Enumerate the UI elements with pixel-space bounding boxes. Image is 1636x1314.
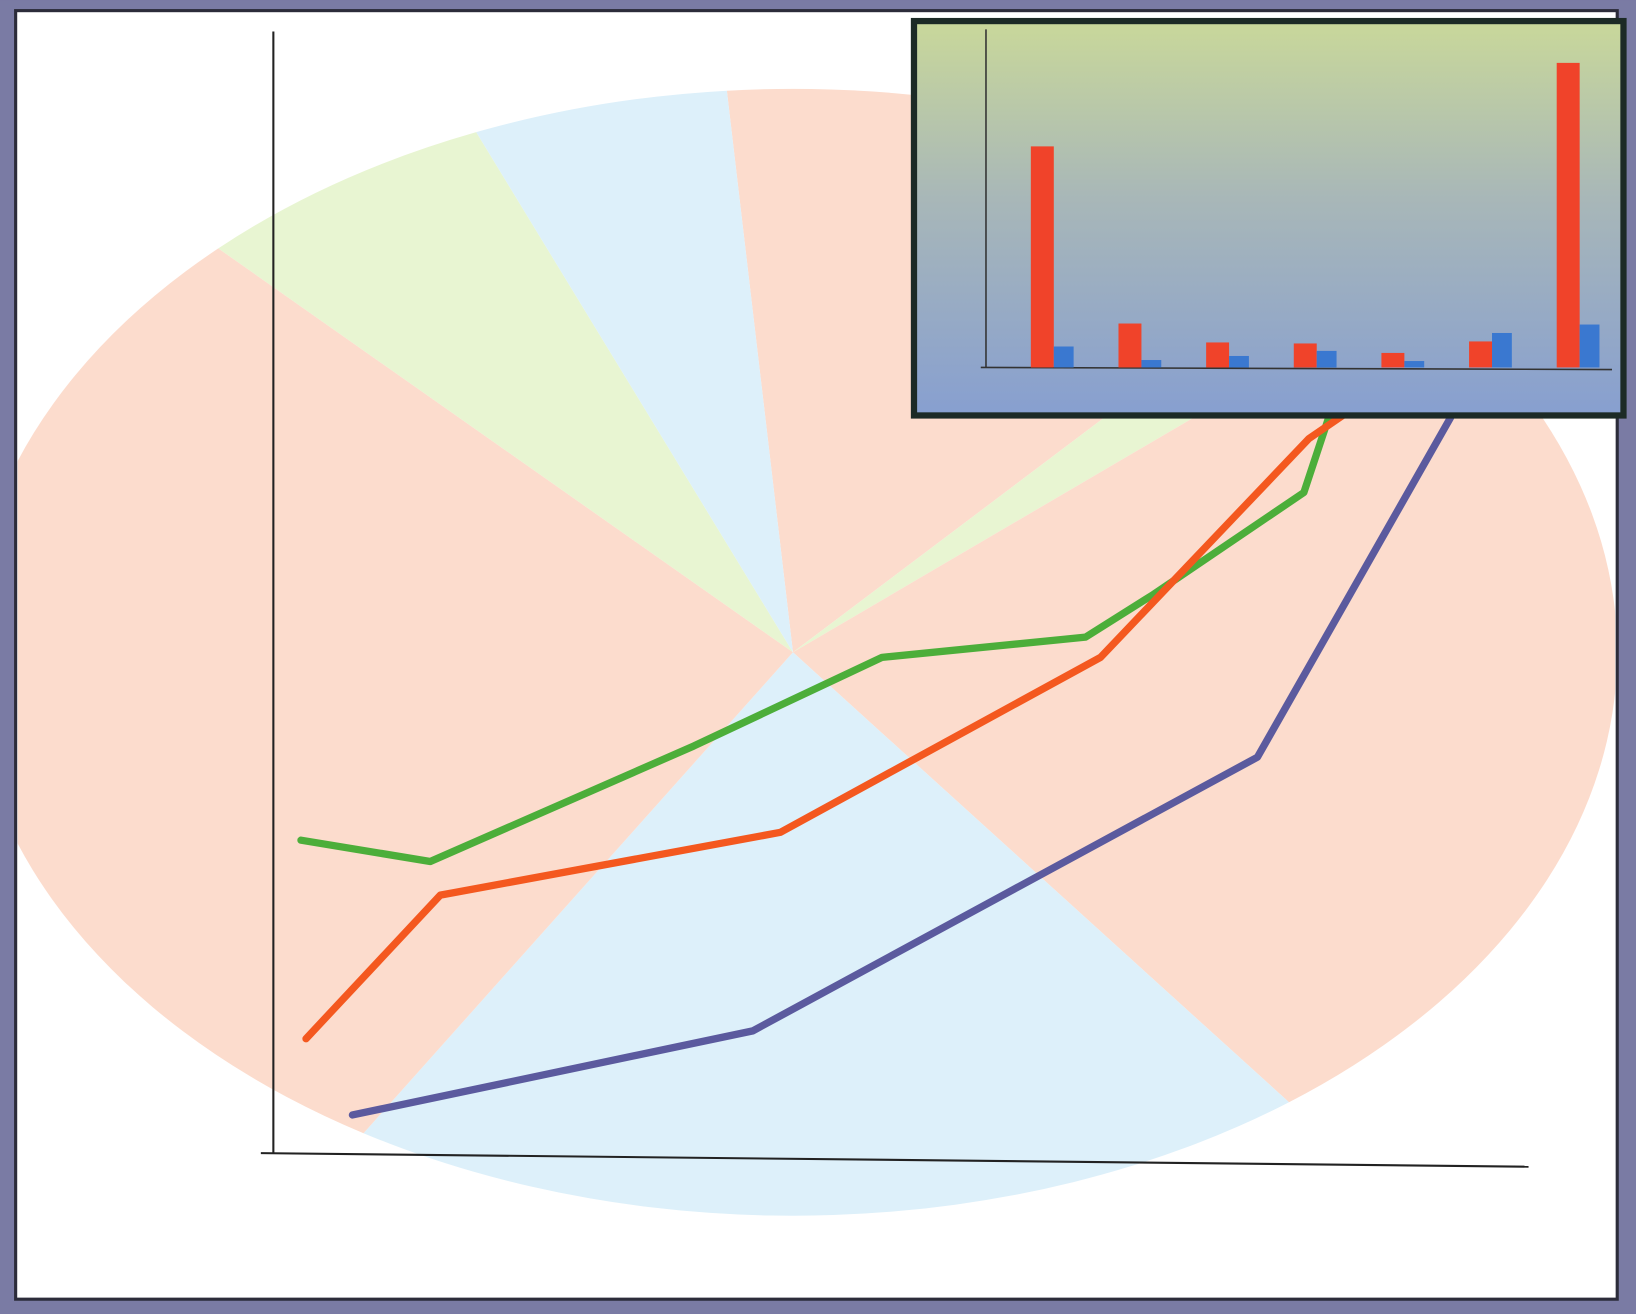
line-series	[302, 409, 1351, 1043]
pie-slice	[218, 132, 793, 653]
inset-panel	[910, 17, 1627, 419]
bar	[1404, 361, 1425, 368]
inset-bar-chart	[910, 17, 1627, 419]
line-series	[348, 413, 1455, 1119]
bar	[1118, 323, 1142, 368]
bar	[1579, 324, 1600, 368]
x-axis	[260, 1152, 1529, 1168]
bar	[1293, 343, 1317, 368]
bar	[1141, 360, 1162, 368]
x-axis	[980, 366, 1613, 371]
bar	[1229, 355, 1249, 368]
bar	[1556, 62, 1580, 368]
pie-slice	[476, 90, 793, 653]
line-series	[297, 409, 1334, 866]
pie-slice	[363, 652, 1290, 1216]
bar	[1053, 346, 1074, 368]
bar	[1381, 352, 1405, 368]
pie-slice	[17, 248, 793, 1134]
bar	[1492, 332, 1512, 368]
bar	[1469, 341, 1493, 368]
bar	[1316, 350, 1337, 368]
bar	[1030, 146, 1054, 368]
line-chart	[260, 31, 1529, 1168]
bar	[1206, 342, 1230, 368]
